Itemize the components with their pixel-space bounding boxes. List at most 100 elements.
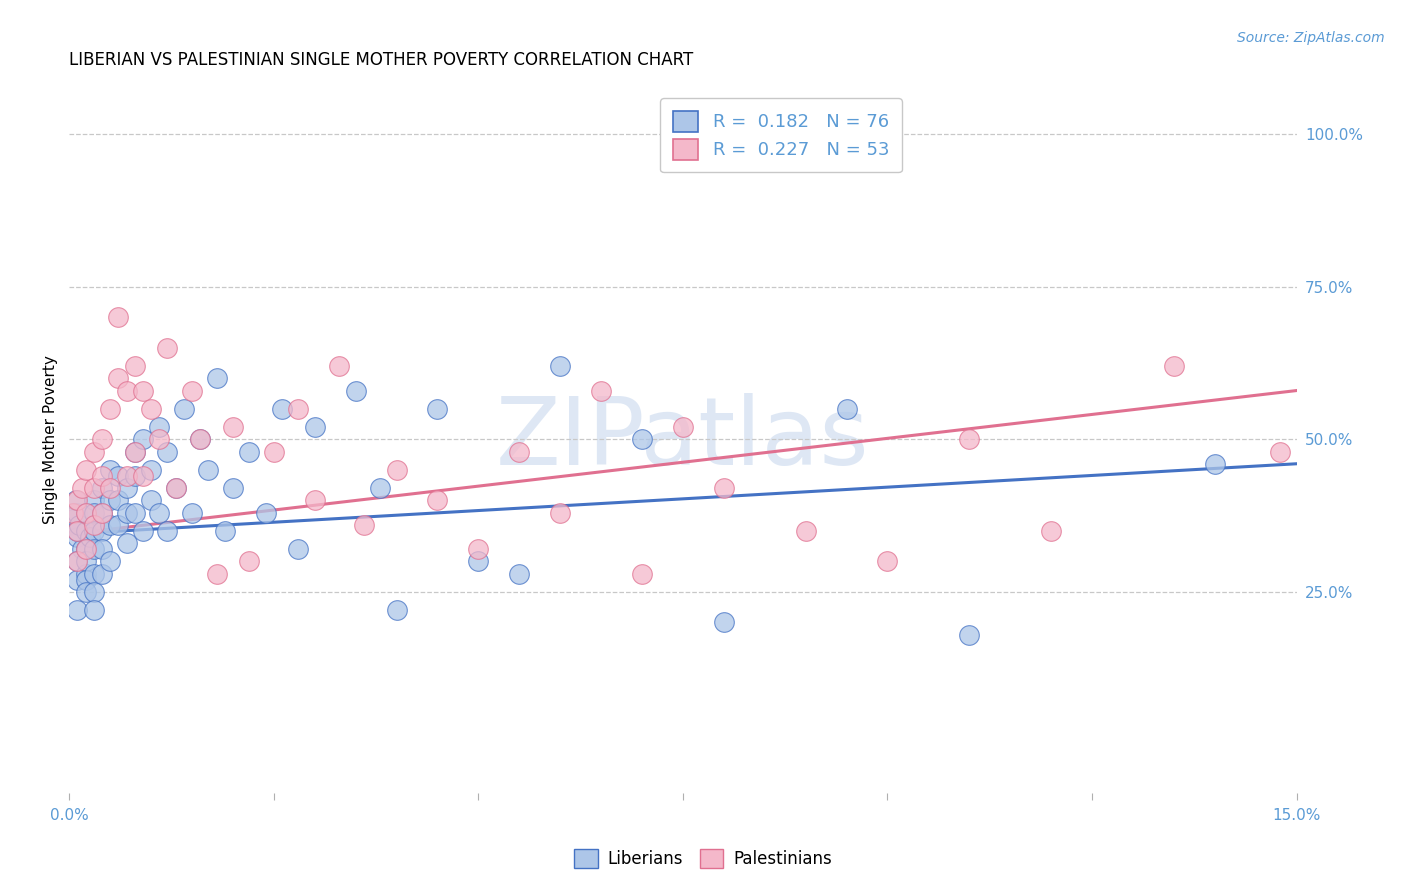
Point — [98, 463, 121, 477]
Point — [254, 506, 277, 520]
Point — [70, 542, 93, 557]
Point — [238, 554, 260, 568]
Point — [124, 444, 146, 458]
Point — [107, 469, 129, 483]
Point — [66, 573, 89, 587]
Point — [287, 401, 309, 416]
Point — [66, 506, 89, 520]
Point — [75, 542, 97, 557]
Point — [98, 517, 121, 532]
Point — [548, 359, 571, 373]
Point — [156, 524, 179, 538]
Point — [139, 401, 162, 416]
Point — [70, 481, 93, 495]
Point — [98, 481, 121, 495]
Point — [1040, 524, 1063, 538]
Point — [1204, 457, 1226, 471]
Point — [66, 530, 89, 544]
Point — [156, 341, 179, 355]
Point — [115, 469, 138, 483]
Point — [467, 554, 489, 568]
Point — [91, 469, 114, 483]
Point — [132, 433, 155, 447]
Point — [173, 401, 195, 416]
Point — [66, 493, 89, 508]
Point — [139, 463, 162, 477]
Point — [181, 384, 204, 398]
Y-axis label: Single Mother Poverty: Single Mother Poverty — [44, 355, 58, 524]
Point — [591, 384, 613, 398]
Point — [83, 493, 105, 508]
Point — [222, 420, 245, 434]
Point — [91, 542, 114, 557]
Point — [75, 566, 97, 581]
Point — [67, 517, 90, 532]
Point — [66, 524, 89, 538]
Point — [83, 566, 105, 581]
Point — [957, 433, 980, 447]
Point — [426, 401, 449, 416]
Point — [107, 371, 129, 385]
Point — [83, 444, 105, 458]
Point — [75, 506, 97, 520]
Point — [66, 554, 89, 568]
Point — [385, 463, 408, 477]
Point — [287, 542, 309, 557]
Point — [1163, 359, 1185, 373]
Point — [124, 359, 146, 373]
Point — [79, 530, 101, 544]
Point — [205, 566, 228, 581]
Point — [75, 573, 97, 587]
Point — [328, 359, 350, 373]
Legend: Liberians, Palestinians: Liberians, Palestinians — [568, 842, 838, 875]
Point — [548, 506, 571, 520]
Point — [62, 506, 84, 520]
Point — [631, 566, 654, 581]
Point — [263, 444, 285, 458]
Legend: R =  0.182   N = 76, R =  0.227   N = 53: R = 0.182 N = 76, R = 0.227 N = 53 — [661, 98, 901, 172]
Point — [165, 481, 187, 495]
Point — [66, 524, 89, 538]
Point — [368, 481, 391, 495]
Point — [353, 517, 375, 532]
Point — [467, 542, 489, 557]
Point — [508, 566, 530, 581]
Point — [835, 401, 858, 416]
Point — [148, 433, 170, 447]
Point — [222, 481, 245, 495]
Text: Source: ZipAtlas.com: Source: ZipAtlas.com — [1237, 31, 1385, 45]
Point — [83, 542, 105, 557]
Point — [83, 603, 105, 617]
Point — [98, 493, 121, 508]
Point — [75, 554, 97, 568]
Point — [344, 384, 367, 398]
Point — [115, 506, 138, 520]
Point — [107, 310, 129, 325]
Text: ZIPatlas: ZIPatlas — [496, 393, 870, 485]
Point — [75, 463, 97, 477]
Point — [83, 481, 105, 495]
Point — [75, 524, 97, 538]
Point — [631, 433, 654, 447]
Point — [156, 444, 179, 458]
Point — [713, 481, 735, 495]
Point — [98, 554, 121, 568]
Point — [713, 615, 735, 630]
Point — [508, 444, 530, 458]
Point — [124, 444, 146, 458]
Point — [876, 554, 898, 568]
Point — [672, 420, 695, 434]
Point — [132, 524, 155, 538]
Point — [139, 493, 162, 508]
Point — [271, 401, 294, 416]
Point — [66, 603, 89, 617]
Point — [115, 481, 138, 495]
Point — [188, 433, 211, 447]
Point — [98, 401, 121, 416]
Point — [91, 506, 114, 520]
Point — [794, 524, 817, 538]
Point — [91, 481, 114, 495]
Point — [66, 554, 89, 568]
Point — [91, 524, 114, 538]
Point — [107, 517, 129, 532]
